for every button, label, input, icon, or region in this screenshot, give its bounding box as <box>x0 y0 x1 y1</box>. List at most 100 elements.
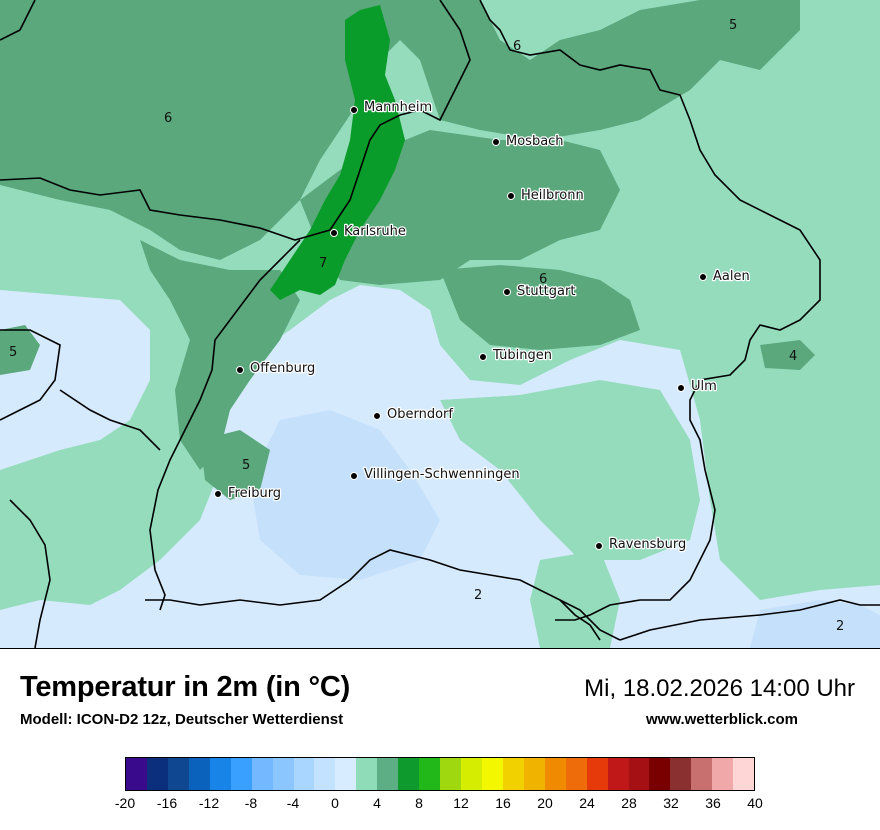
contour-label: 4 <box>789 349 797 364</box>
legend-tick-label: 8 <box>415 795 423 811</box>
city-dot-aalen <box>699 273 707 281</box>
city-dot-ravensburg <box>595 542 603 550</box>
legend-tick-label: -20 <box>114 795 136 811</box>
legend-swatch <box>356 758 378 790</box>
city-label-offenburg: Offenburg <box>250 361 315 376</box>
state-border-west-north <box>0 0 471 241</box>
legend-swatch <box>126 758 147 790</box>
city-label-ulm: Ulm <box>691 379 717 394</box>
legend-tick-label: 16 <box>495 795 511 811</box>
city-label-ravensburg: Ravensburg <box>609 537 686 552</box>
legend-swatch <box>209 758 231 790</box>
legend-swatch <box>272 758 294 790</box>
france-inner-border <box>0 329 61 421</box>
footer: Temperatur in 2m (in °C) Modell: ICON-D2… <box>0 649 880 830</box>
city-label-karlsruhe: Karlsruhe <box>344 224 406 239</box>
legend-tick-label: -8 <box>244 795 258 811</box>
temp-zone-6-stuttgart <box>440 265 640 350</box>
city-label-tuebingen: Tübingen <box>492 348 552 363</box>
austria-border <box>619 599 880 641</box>
temperature-map-svg: Mannheim Mosbach Heilbronn Karlsruhe Stu… <box>0 0 880 648</box>
legend-swatch <box>523 758 545 790</box>
city-markers <box>214 106 707 550</box>
legend-swatch <box>502 758 524 790</box>
city-dot-tuebingen <box>479 353 487 361</box>
legend-swatch <box>628 758 650 790</box>
legend-tick-label: 40 <box>747 795 763 811</box>
legend-tick-label: 4 <box>373 795 381 811</box>
temp-zone-4-lake <box>530 550 620 648</box>
legend-tick-label: 28 <box>621 795 637 811</box>
city-dot-villingen <box>350 472 358 480</box>
contour-label: 5 <box>9 345 17 360</box>
temp-zone-3-southwest <box>0 290 150 470</box>
legend-tick-label: -12 <box>198 795 220 811</box>
legend-swatch <box>251 758 273 790</box>
city-label-heilbronn: Heilbronn <box>521 188 584 203</box>
legend-swatch <box>293 758 315 790</box>
city-label-aalen: Aalen <box>713 269 750 284</box>
legend-tick-label: 20 <box>537 795 553 811</box>
legend-swatch <box>398 758 420 790</box>
legend-swatch <box>314 758 336 790</box>
city-dot-mannheim <box>350 106 358 114</box>
city-dot-stuttgart <box>503 288 511 296</box>
map-title: Temperatur in 2m (in °C) <box>20 671 351 703</box>
contour-label: 2 <box>836 619 844 634</box>
legend-swatch <box>419 758 441 790</box>
city-dot-ulm <box>677 384 685 392</box>
legend-swatch <box>670 758 692 790</box>
legend-swatch <box>335 758 357 790</box>
website-link[interactable]: www.wetterblick.com <box>646 711 798 728</box>
inner-line-west <box>59 389 161 451</box>
north-line <box>0 0 36 41</box>
color-legend <box>125 757 755 791</box>
contour-label: 7 <box>319 256 327 271</box>
temp-zone-4-alb <box>440 380 700 560</box>
legend-swatch <box>712 758 734 790</box>
legend-swatch <box>230 758 252 790</box>
city-dot-freiburg <box>214 490 222 498</box>
city-label-mosbach: Mosbach <box>506 134 564 149</box>
temp-zone-5-freiburg <box>200 430 270 500</box>
temp-zone-6-ne <box>700 0 800 50</box>
legend-swatch <box>649 758 671 790</box>
city-label-mannheim: Mannheim <box>364 100 432 115</box>
temp-zone-5-rhine-south <box>140 240 300 470</box>
contour-label: 6 <box>539 272 547 287</box>
legend-swatch <box>188 758 210 790</box>
temp-zone-2-blackforest <box>250 410 440 580</box>
model-subtitle: Modell: ICON-D2 12z, Deutscher Wetterdie… <box>20 711 344 728</box>
legend-tick-label: 12 <box>453 795 469 811</box>
forecast-datetime: Mi, 18.02.2026 14:00 Uhr <box>584 675 855 702</box>
contour-label: 2 <box>474 588 482 603</box>
legend-tick-label: 24 <box>579 795 595 811</box>
legend-swatch <box>565 758 587 790</box>
city-label-oberndorf: Oberndorf <box>387 407 453 422</box>
legend-tick-label: -4 <box>286 795 300 811</box>
contour-label: 5 <box>729 18 737 33</box>
contour-label: 6 <box>513 39 521 54</box>
temp-zone-5-west <box>0 325 40 375</box>
city-dot-oberndorf <box>373 412 381 420</box>
legend-tick-label: 32 <box>663 795 679 811</box>
legend-tick-label: 0 <box>331 795 339 811</box>
contour-label: 5 <box>242 458 250 473</box>
state-border-north <box>479 0 821 621</box>
legend-tick-label: 36 <box>705 795 721 811</box>
city-dot-heilbronn <box>507 192 515 200</box>
inner-line-sw <box>9 499 51 648</box>
legend-swatch <box>167 758 189 790</box>
legend-swatch <box>607 758 629 790</box>
legend-swatch <box>377 758 399 790</box>
weather-map: Mannheim Mosbach Heilbronn Karlsruhe Stu… <box>0 0 880 649</box>
city-dot-offenburg <box>236 366 244 374</box>
swiss-border <box>145 549 621 641</box>
legend-swatch <box>440 758 461 790</box>
legend-swatch <box>146 758 168 790</box>
legend-ticks: -20 -16 -12 -8 -4 0 4 8 12 16 20 24 28 32 36 40 <box>115 795 763 815</box>
borders <box>0 0 880 648</box>
city-dot-karlsruhe <box>330 229 338 237</box>
legend-swatch <box>691 758 713 790</box>
legend-swatch <box>544 758 566 790</box>
